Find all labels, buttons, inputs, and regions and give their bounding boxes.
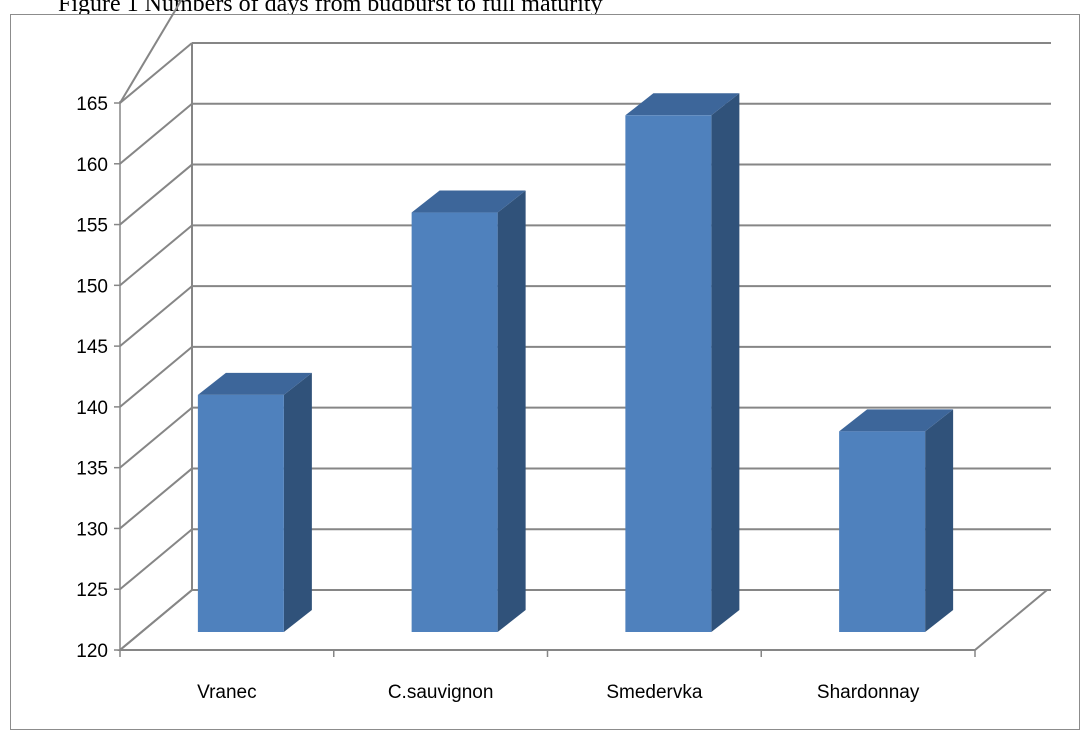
x-category-label: C.sauvignon — [388, 682, 494, 703]
bar-side — [711, 93, 740, 633]
figure-caption: Figure 1 Numbers of days from budburst t… — [58, 0, 603, 17]
x-category-label: Shardonnay — [817, 682, 920, 703]
bar-top — [839, 409, 954, 432]
bar-top — [197, 372, 312, 395]
bar-top — [625, 93, 740, 116]
bar-side — [283, 372, 312, 632]
gridline-side-120 — [119, 589, 193, 651]
y-tick-label: 140 — [76, 398, 108, 419]
bar-side — [497, 190, 526, 633]
axes — [114, 101, 976, 657]
gridline-side-top — [119, 0, 183, 104]
gridline-side-155 — [119, 163, 193, 226]
bar-front — [839, 431, 926, 632]
gridline-side-130 — [119, 467, 193, 530]
y-tick-label: 160 — [76, 155, 108, 176]
bar-side — [925, 409, 954, 632]
bar-c-sauvignon — [411, 190, 526, 633]
y-tick-label: 120 — [76, 641, 108, 662]
x-category-label: Smedervka — [606, 682, 703, 703]
bar-front — [411, 212, 498, 633]
y-tick-label: 130 — [76, 519, 108, 540]
bar-front — [197, 394, 284, 632]
y-tick-label: 150 — [76, 276, 108, 297]
gridline-side-150 — [119, 224, 193, 287]
bar-front — [625, 115, 712, 633]
gridline-side-140 — [119, 346, 193, 408]
y-tick-label: 135 — [76, 459, 108, 480]
gridline-side-125 — [119, 528, 193, 590]
axis-labels: 120 125 130 135 140 145 150 155 160 165 Vranec C.sa… — [76, 94, 920, 703]
bar-shardonnay — [839, 409, 954, 632]
gridline-side-135 — [119, 406, 193, 469]
gridline-side-165 — [119, 42, 193, 104]
y-tick-label: 125 — [76, 580, 108, 601]
gridline-side-145 — [119, 285, 193, 347]
gridline-side-160 — [119, 103, 193, 165]
y-tick-label: 145 — [76, 337, 108, 358]
y-tick-label: 155 — [76, 216, 108, 237]
bar-smedervka — [625, 93, 740, 633]
y-tick-label: 165 — [76, 94, 108, 115]
x-category-label: Vranec — [197, 682, 257, 703]
bar-vranec — [197, 372, 312, 632]
bars — [197, 93, 954, 633]
bar-top — [411, 190, 526, 213]
